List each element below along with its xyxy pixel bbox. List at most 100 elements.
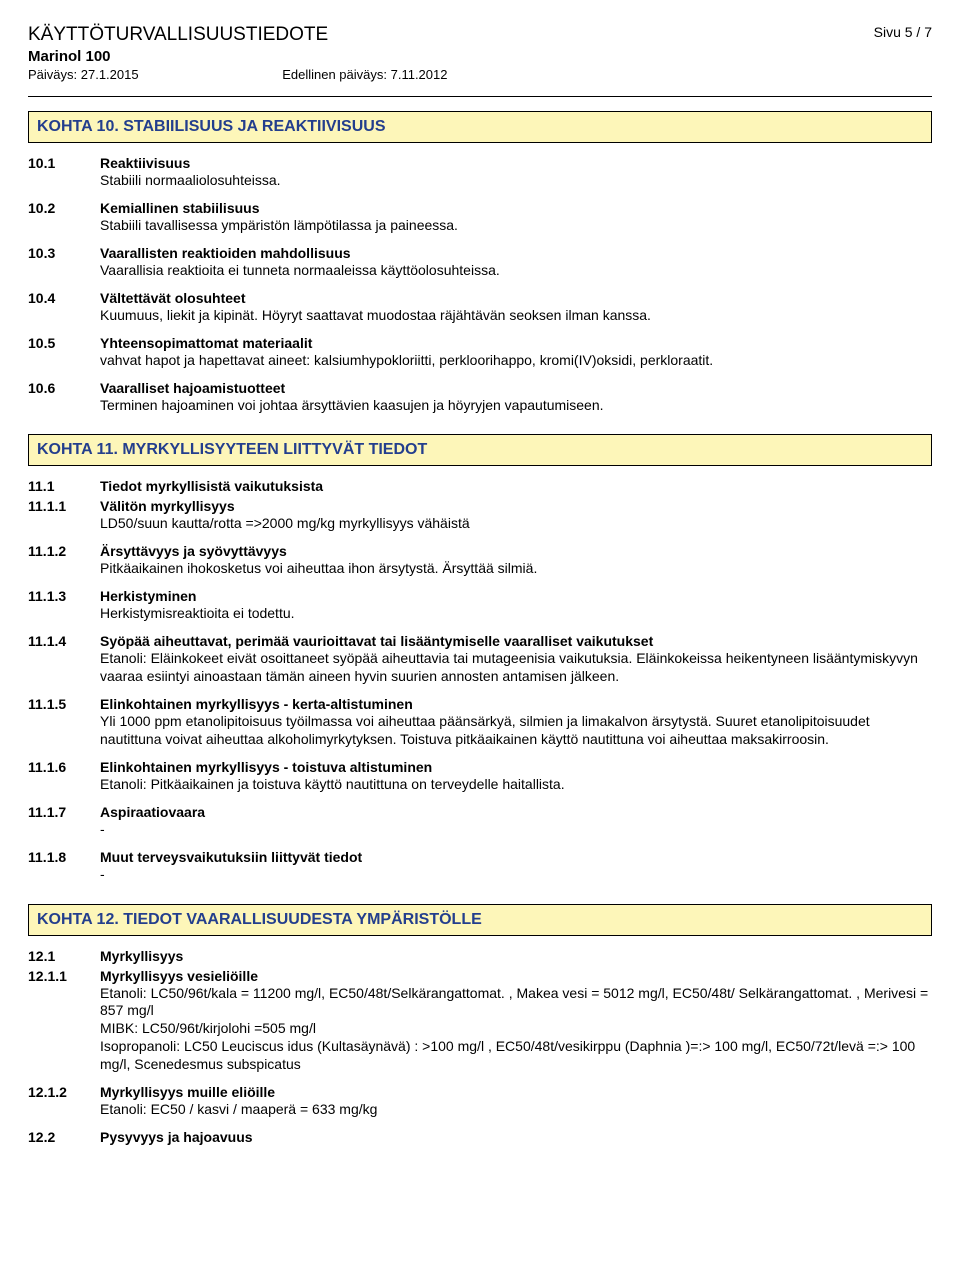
item-body: Pysyvyys ja hajoavuus (100, 1129, 932, 1145)
item-body: Tiedot myrkyllisistä vaikutuksista (100, 478, 932, 494)
item-11-1-1: 11.1.1 Välitön myrkyllisyys LD50/suun ka… (28, 498, 932, 539)
item-number: 12.1 (28, 948, 100, 964)
item-10-4: 10.4 Vältettävät olosuhteet Kuumuus, lie… (28, 290, 932, 331)
item-number: 11.1.3 (28, 588, 100, 629)
item-text: Stabiili tavallisessa ympäristön lämpöti… (100, 217, 932, 235)
product-name: Marinol 100 (28, 48, 447, 65)
item-text: Kuumuus, liekit ja kipinät. Höyryt saatt… (100, 307, 932, 325)
item-text: LD50/suun kautta/rotta =>2000 mg/kg myrk… (100, 515, 932, 533)
item-text: Yli 1000 ppm etanolipitoisuus työilmassa… (100, 713, 932, 749)
item-text: Vaarallisia reaktioita ei tunneta normaa… (100, 262, 932, 280)
item-body: Myrkyllisyys vesieliöille Etanoli: LC50/… (100, 968, 932, 1081)
item-heading: Kemiallinen stabiilisuus (100, 200, 932, 216)
item-body: Myrkyllisyys muille eliöille Etanoli: EC… (100, 1084, 932, 1125)
date-label: Päiväys: 27.1.2015 (28, 67, 139, 82)
item-10-3: 10.3 Vaarallisten reaktioiden mahdollisu… (28, 245, 932, 286)
item-11-1-6: 11.1.6 Elinkohtainen myrkyllisyys - tois… (28, 759, 932, 800)
page-number: Sivu 5 / 7 (874, 24, 932, 40)
item-number: 12.1.1 (28, 968, 100, 1081)
item-text: Etanoli: Eläinkokeet eivät osoittaneet s… (100, 650, 932, 686)
item-body: Herkistyminen Herkistymisreaktioita ei t… (100, 588, 932, 629)
item-text: - (100, 821, 932, 839)
item-heading: Myrkyllisyys vesieliöille (100, 968, 932, 984)
item-number: 10.4 (28, 290, 100, 331)
item-number: 11.1.1 (28, 498, 100, 539)
item-12-1-1: 12.1.1 Myrkyllisyys vesieliöille Etanoli… (28, 968, 932, 1081)
item-11-1-7: 11.1.7 Aspiraatiovaara - (28, 804, 932, 845)
item-number: 11.1.2 (28, 543, 100, 584)
item-number: 11.1 (28, 478, 100, 494)
item-body: Syöpää aiheuttavat, perimää vaurioittava… (100, 633, 932, 692)
item-heading: Syöpää aiheuttavat, perimää vaurioittava… (100, 633, 932, 649)
header-left: KÄYTTÖTURVALLISUUSTIEDOTE Marinol 100 Pä… (28, 24, 447, 92)
item-heading: Herkistyminen (100, 588, 932, 604)
item-text: Stabiili normaaliolosuhteissa. (100, 172, 932, 190)
item-heading: Vaaralliset hajoamistuotteet (100, 380, 932, 396)
item-12-1: 12.1 Myrkyllisyys (28, 948, 932, 964)
item-heading: Elinkohtainen myrkyllisyys - toistuva al… (100, 759, 932, 775)
item-11-1-4: 11.1.4 Syöpää aiheuttavat, perimää vauri… (28, 633, 932, 692)
item-heading: Muut terveysvaikutuksiin liittyvät tiedo… (100, 849, 932, 865)
item-body: Vältettävät olosuhteet Kuumuus, liekit j… (100, 290, 932, 331)
item-number: 11.1.5 (28, 696, 100, 755)
item-body: Vaaralliset hajoamistuotteet Terminen ha… (100, 380, 932, 421)
item-number: 10.6 (28, 380, 100, 421)
item-text: Herkistymisreaktioita ei todettu. (100, 605, 932, 623)
item-text: Etanoli: EC50 / kasvi / maaperä = 633 mg… (100, 1101, 932, 1119)
item-10-5: 10.5 Yhteensopimattomat materiaalit vahv… (28, 335, 932, 376)
item-heading: Reaktiivisuus (100, 155, 932, 171)
section-11-banner: KOHTA 11. MYRKYLLISYYTEEN LIITTYVÄT TIED… (28, 434, 932, 466)
document-header: KÄYTTÖTURVALLISUUSTIEDOTE Marinol 100 Pä… (28, 24, 932, 92)
item-number: 10.5 (28, 335, 100, 376)
item-number: 11.1.6 (28, 759, 100, 800)
item-number: 11.1.4 (28, 633, 100, 692)
item-body: Ärsyttävyys ja syövyttävyys Pitkäaikaine… (100, 543, 932, 584)
item-heading: Aspiraatiovaara (100, 804, 932, 820)
item-body: Muut terveysvaikutuksiin liittyvät tiedo… (100, 849, 932, 890)
item-11-1-2: 11.1.2 Ärsyttävyys ja syövyttävyys Pitkä… (28, 543, 932, 584)
item-heading: Pysyvyys ja hajoavuus (100, 1129, 932, 1145)
item-heading: Yhteensopimattomat materiaalit (100, 335, 932, 351)
item-heading: Tiedot myrkyllisistä vaikutuksista (100, 478, 932, 494)
item-text: vahvat hapot ja hapettavat aineet: kalsi… (100, 352, 932, 370)
header-divider (28, 96, 932, 97)
item-text: - (100, 866, 932, 884)
item-body: Reaktiivisuus Stabiili normaaliolosuhtei… (100, 155, 932, 196)
item-10-2: 10.2 Kemiallinen stabiilisuus Stabiili t… (28, 200, 932, 241)
item-text: Etanoli: Pitkäaikainen ja toistuva käytt… (100, 776, 932, 794)
item-heading: Elinkohtainen myrkyllisyys - kerta-altis… (100, 696, 932, 712)
item-number: 12.1.2 (28, 1084, 100, 1125)
item-body: Elinkohtainen myrkyllisyys - toistuva al… (100, 759, 932, 800)
item-body: Yhteensopimattomat materiaalit vahvat ha… (100, 335, 932, 376)
item-body: Myrkyllisyys (100, 948, 932, 964)
date-row: Päiväys: 27.1.2015 Edellinen päiväys: 7.… (28, 67, 447, 82)
item-11-1-3: 11.1.3 Herkistyminen Herkistymisreaktioi… (28, 588, 932, 629)
previous-date-label: Edellinen päiväys: 7.11.2012 (282, 67, 447, 82)
item-body: Kemiallinen stabiilisuus Stabiili tavall… (100, 200, 932, 241)
item-number: 10.3 (28, 245, 100, 286)
item-body: Aspiraatiovaara - (100, 804, 932, 845)
item-12-1-2: 12.1.2 Myrkyllisyys muille eliöille Etan… (28, 1084, 932, 1125)
item-11-1: 11.1 Tiedot myrkyllisistä vaikutuksista (28, 478, 932, 494)
item-text: Terminen hajoaminen voi johtaa ärsyttävi… (100, 397, 932, 415)
item-body: Vaarallisten reaktioiden mahdollisuus Va… (100, 245, 932, 286)
item-heading: Vaarallisten reaktioiden mahdollisuus (100, 245, 932, 261)
item-heading: Välitön myrkyllisyys (100, 498, 932, 514)
item-number: 11.1.7 (28, 804, 100, 845)
section-12-banner: KOHTA 12. TIEDOT VAARALLISUUDESTA YMPÄRI… (28, 904, 932, 936)
item-10-1: 10.1 Reaktiivisuus Stabiili normaaliolos… (28, 155, 932, 196)
section-10-banner: KOHTA 10. STABIILISUUS JA REAKTIIVISUUS (28, 111, 932, 143)
document-title: KÄYTTÖTURVALLISUUSTIEDOTE (28, 24, 447, 46)
item-number: 10.1 (28, 155, 100, 196)
item-body: Elinkohtainen myrkyllisyys - kerta-altis… (100, 696, 932, 755)
item-heading: Myrkyllisyys muille eliöille (100, 1084, 932, 1100)
item-number: 11.1.8 (28, 849, 100, 890)
item-11-1-5: 11.1.5 Elinkohtainen myrkyllisyys - kert… (28, 696, 932, 755)
item-12-2: 12.2 Pysyvyys ja hajoavuus (28, 1129, 932, 1145)
item-text: Pitkäaikainen ihokosketus voi aiheuttaa … (100, 560, 932, 578)
item-heading: Ärsyttävyys ja syövyttävyys (100, 543, 932, 559)
item-heading: Vältettävät olosuhteet (100, 290, 932, 306)
item-body: Välitön myrkyllisyys LD50/suun kautta/ro… (100, 498, 932, 539)
item-number: 12.2 (28, 1129, 100, 1145)
item-11-1-8: 11.1.8 Muut terveysvaikutuksiin liittyvä… (28, 849, 932, 890)
